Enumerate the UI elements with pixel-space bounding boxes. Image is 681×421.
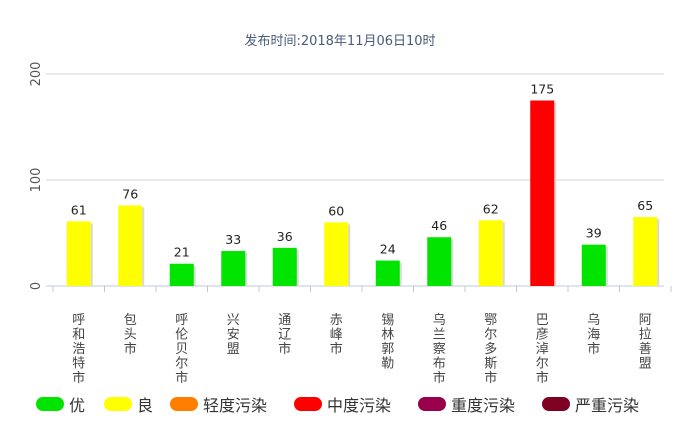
value-label: 65	[637, 198, 653, 213]
bar[interactable]	[324, 222, 349, 286]
legend-swatch	[170, 397, 198, 411]
bar[interactable]	[581, 244, 606, 286]
value-label: 60	[328, 203, 344, 218]
legend-item[interactable]: 重度污染	[418, 392, 515, 416]
legend-label: 中度污染	[327, 396, 392, 415]
legend-swatch	[542, 397, 570, 411]
legend-item[interactable]: 优	[36, 392, 85, 416]
bar[interactable]	[478, 220, 503, 286]
x-tick-label: 包头市	[124, 313, 137, 357]
x-tick-label: 通辽市	[278, 313, 291, 357]
value-label: 62	[483, 201, 499, 216]
legend-swatch	[36, 397, 64, 411]
bar[interactable]	[633, 217, 658, 286]
bar[interactable]	[530, 100, 555, 287]
chart-legend: 优 良 轻度污染 中度污染 重度污染 严重污染	[0, 392, 681, 420]
value-label: 61	[71, 202, 87, 217]
bar[interactable]	[272, 247, 297, 286]
legend-label: 严重污染	[575, 396, 640, 415]
legend-item[interactable]: 中度污染	[294, 392, 391, 416]
legend-label: 优	[69, 396, 86, 415]
value-label: 36	[277, 229, 293, 244]
chart-subtitle: 发布时间:2018年11月06日10时	[244, 33, 435, 49]
x-tick-label: 鄂尔多斯市	[484, 313, 497, 386]
legend-item[interactable]: 良	[104, 392, 153, 416]
x-tick-label: 乌兰察布市	[433, 312, 446, 386]
legend-item[interactable]: 严重污染	[542, 392, 639, 416]
bar[interactable]	[66, 221, 91, 286]
y-tick-label: 0	[29, 282, 44, 290]
bar[interactable]	[169, 263, 194, 286]
legend-swatch	[418, 397, 446, 411]
bar[interactable]	[427, 237, 452, 286]
bars-group	[66, 100, 660, 287]
value-label: 39	[586, 226, 602, 241]
legend-label: 重度污染	[451, 396, 516, 415]
x-tick-label: 呼伦贝尔市	[175, 313, 188, 386]
bar[interactable]	[118, 205, 143, 286]
legend-label: 良	[137, 396, 154, 415]
aqi-bar-chart: 发布时间:2018年11月06日10时 0 100 200 61 76 21 33 36 60…	[29, 33, 672, 386]
value-label: 76	[122, 186, 138, 201]
value-label: 21	[174, 245, 190, 260]
x-tick-label: 巴彦淖尔市	[536, 313, 549, 386]
y-tick-label: 200	[29, 62, 44, 87]
x-tick-label: 兴安盟	[227, 313, 240, 357]
legend-label: 轻度污染	[203, 396, 268, 415]
value-label: 24	[380, 242, 396, 257]
value-label: 46	[431, 218, 447, 233]
value-label: 33	[225, 232, 241, 247]
y-tick-label: 100	[29, 168, 44, 193]
y-axis: 0 100 200	[29, 62, 44, 291]
bar[interactable]	[221, 251, 246, 286]
legend-item[interactable]: 轻度污染	[170, 392, 267, 416]
value-labels: 61 76 21 33 36 60 24 46 62 175 39 65	[71, 82, 653, 260]
x-tick-label: 呼和浩特市	[72, 313, 85, 386]
chart-grid	[46, 73, 664, 287]
x-tick-label: 赤峰市	[330, 313, 343, 357]
x-tick-label: 锡林郭勒	[381, 313, 394, 372]
legend-swatch	[104, 397, 132, 411]
x-tick-label: 阿拉善盟	[639, 313, 652, 372]
x-axis: 呼和浩特市 包头市 呼伦贝尔市 兴安盟 通辽市 赤峰市 锡林郭勒 乌兰察布市 鄂尔多斯市 巴彦淖尔…	[52, 286, 672, 386]
x-tick-label: 乌海市	[587, 312, 600, 357]
legend-swatch	[294, 397, 322, 411]
value-label: 175	[530, 82, 554, 97]
bar[interactable]	[375, 260, 400, 286]
